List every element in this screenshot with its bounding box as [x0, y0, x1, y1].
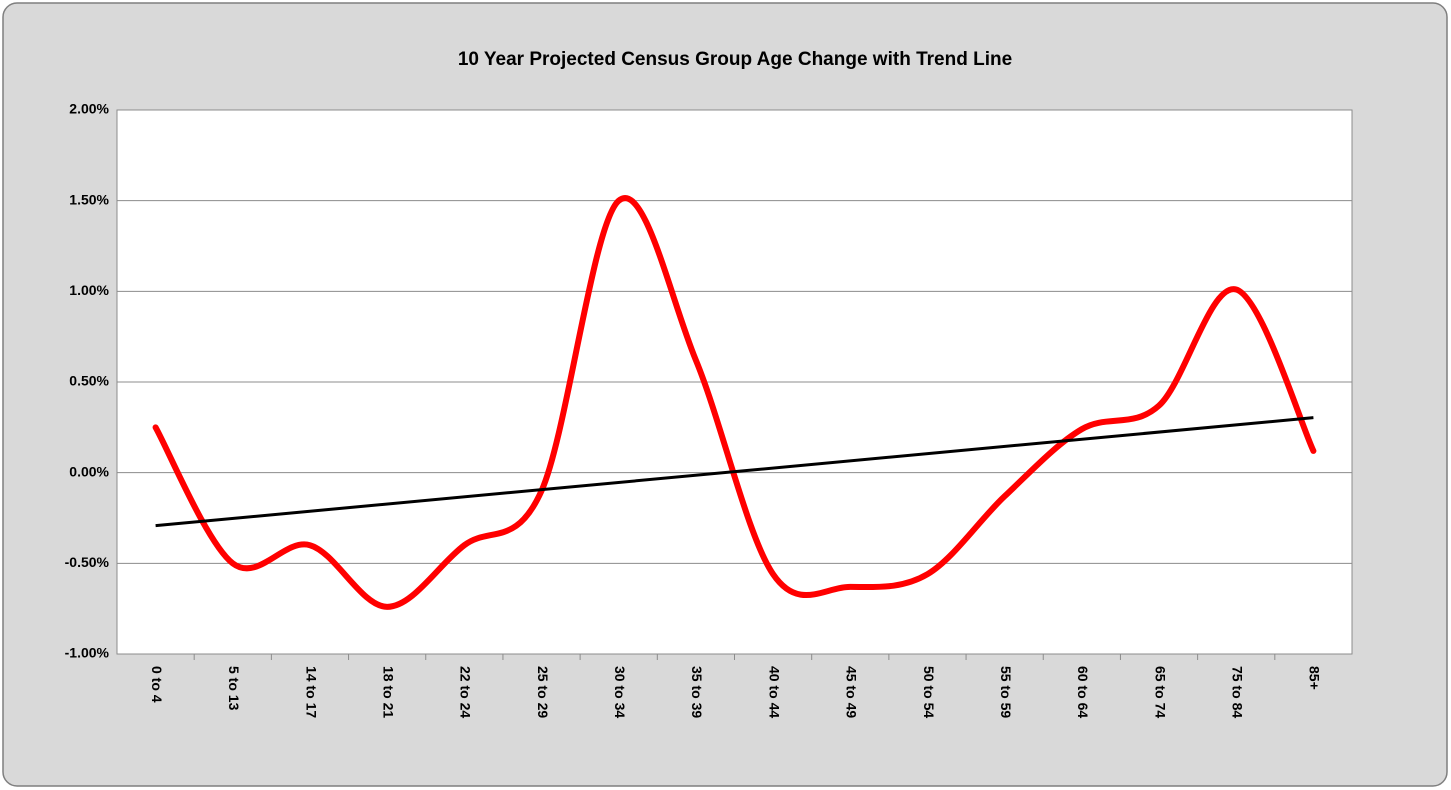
y-tick-label: 1.00% [69, 282, 109, 298]
x-tick-label: 85+ [1307, 666, 1323, 690]
y-tick-label: 0.00% [69, 463, 109, 479]
y-tick-label: 1.50% [69, 191, 109, 207]
y-tick-label: 0.50% [69, 373, 109, 389]
trend-line [155, 416, 1314, 528]
x-tick-label: 75 to 84 [1230, 666, 1246, 718]
x-tick-label: 14 to 17 [303, 666, 319, 718]
y-tick-label: 2.00% [69, 101, 109, 117]
chart-title: 10 Year Projected Census Group Age Chang… [458, 49, 1012, 70]
x-tick-label: 65 to 74 [1152, 666, 1168, 718]
x-tick-label: 30 to 34 [612, 666, 628, 718]
x-tick-label: 40 to 44 [766, 666, 782, 718]
x-tick-label: 50 to 54 [921, 666, 937, 718]
y-tick-label: -1.00% [65, 645, 110, 661]
x-tick-label: 55 to 59 [998, 666, 1014, 718]
data-line [152, 195, 1317, 610]
x-tick-label: 18 to 21 [380, 666, 396, 718]
x-tick-label: 25 to 29 [535, 666, 551, 718]
x-tick-label: 35 to 39 [689, 666, 705, 718]
x-tick-label: 22 to 24 [458, 666, 474, 718]
x-tick-label: 45 to 49 [844, 666, 860, 718]
x-tick-label: 0 to 4 [149, 666, 165, 703]
x-tick-label: 5 to 13 [226, 666, 242, 711]
x-tick-label: 60 to 64 [1075, 666, 1091, 718]
y-tick-label: -0.50% [65, 554, 110, 570]
